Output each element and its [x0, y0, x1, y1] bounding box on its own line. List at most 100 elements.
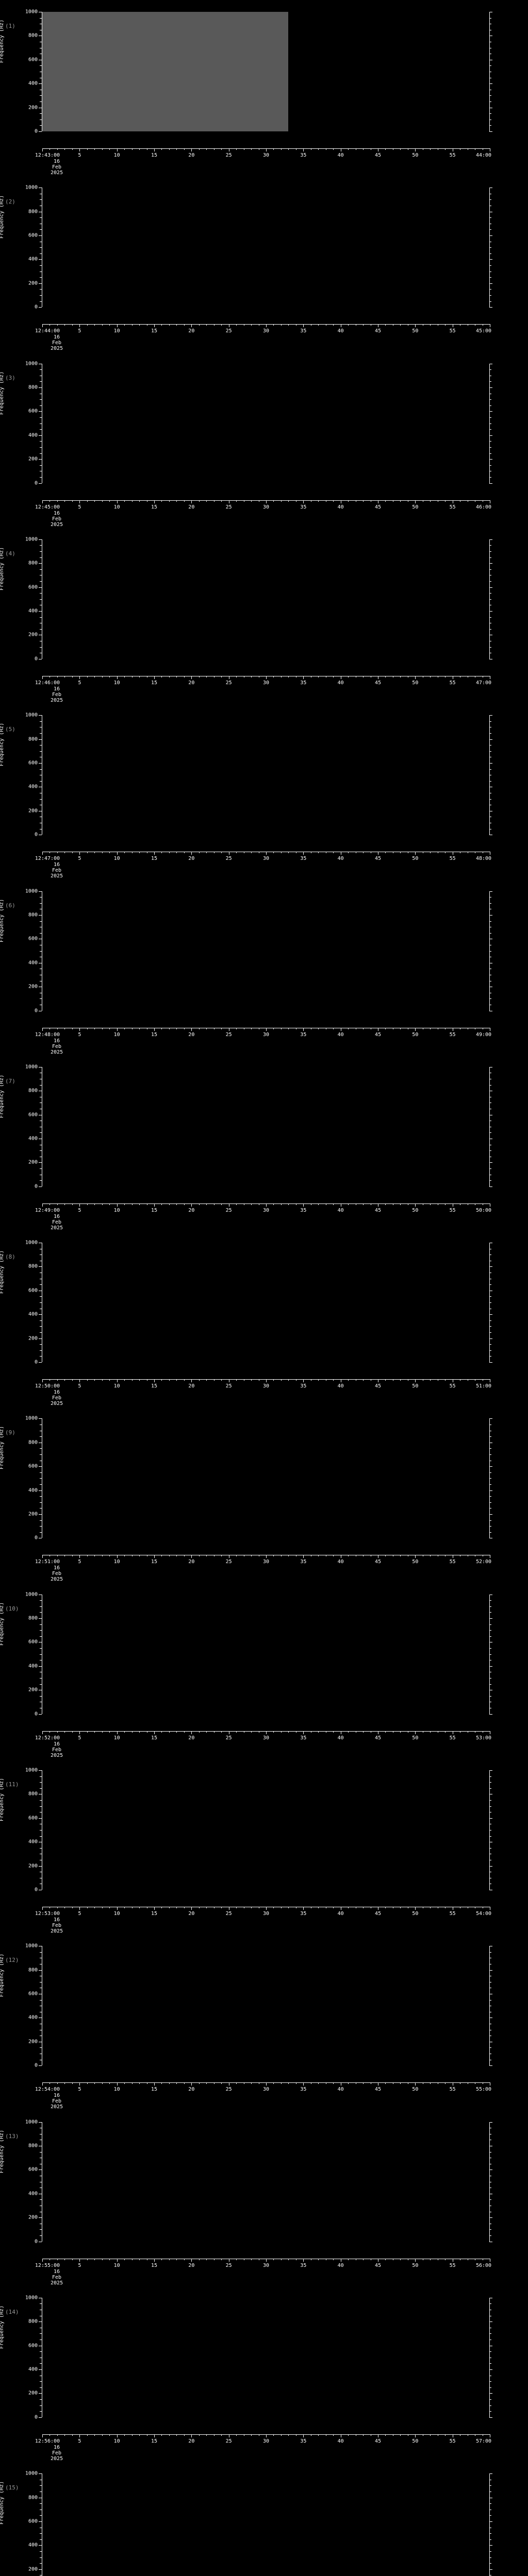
x-axis-minor-tick	[318, 1203, 319, 1205]
x-axis-minor-tick	[445, 1027, 446, 1029]
x-axis-tick-label: 30	[262, 680, 270, 686]
x-axis-tick	[266, 1907, 267, 1910]
y-axis-minor-tick	[40, 2047, 42, 2048]
x-axis-minor-tick	[87, 2258, 88, 2260]
x-axis-tick-label: 35	[300, 152, 307, 158]
y-axis-minor-tick	[40, 933, 42, 934]
y-axis-minor-tick	[40, 101, 42, 102]
y-axis-tick	[39, 435, 42, 436]
y-axis-tick	[39, 411, 42, 412]
x-axis-minor-tick	[333, 500, 334, 502]
x-axis-minor-tick	[87, 1379, 88, 1381]
y-axis-right-spine	[489, 1594, 492, 1715]
x-axis-minor-tick	[251, 852, 252, 854]
y-axis-tick-right	[489, 2217, 492, 2218]
x-axis-tick	[42, 1731, 43, 1734]
x-axis-date-label: 16 Feb 2025	[51, 159, 63, 176]
y-axis-minor-tick-right	[489, 1836, 491, 1837]
y-axis-tick	[39, 2545, 42, 2546]
y-axis-tick-right	[489, 2321, 492, 2323]
y-axis-minor-tick-right	[489, 217, 491, 218]
y-axis-tick-label: 1000	[25, 361, 38, 367]
y-axis-minor-tick	[40, 429, 42, 430]
x-axis-tick-label: 15	[151, 2438, 158, 2444]
y-axis-minor-tick	[40, 2333, 42, 2334]
y-axis-tick	[39, 235, 42, 236]
x-axis-tick	[117, 2082, 118, 2086]
x-axis-minor-tick	[199, 2082, 200, 2084]
spectrogram-panel: (11) Frequency (Hz) 0 200 400 600 800 1000 5 10 15…	[0, 1758, 528, 1934]
y-axis-tick-label: 400	[28, 1136, 38, 1142]
x-axis-tick-label: 45	[374, 1911, 382, 1917]
x-axis-tick	[42, 1379, 43, 1383]
y-axis-tick	[39, 2417, 42, 2418]
x-axis-minor-tick	[280, 324, 282, 326]
x-axis-date-label: 16 Feb 2025	[51, 1741, 63, 1758]
x-axis-minor-tick	[102, 2434, 103, 2436]
y-axis-minor-tick	[40, 1344, 42, 1345]
x-axis-minor-tick	[445, 675, 446, 677]
x-axis-tick-label: 5	[78, 1735, 81, 1741]
x-axis-minor-tick	[57, 852, 58, 854]
x-axis-minor-tick	[72, 1907, 73, 1908]
panel-number-label: (4)	[5, 550, 15, 557]
x-axis-start-label: 12:51:00	[35, 1559, 60, 1565]
x-axis-tick-label: 35	[300, 504, 307, 510]
x-axis-minor-tick	[363, 2082, 364, 2084]
x-axis-minor-tick	[348, 2082, 349, 2084]
panel-number-label: (10)	[5, 1605, 19, 1612]
y-axis-tick-label: 400	[28, 1663, 38, 1669]
y-axis-tick	[39, 131, 42, 132]
x-axis-minor-tick	[385, 324, 386, 326]
y-axis-right-spine	[489, 715, 492, 836]
x-axis-date-label: 16 Feb 2025	[51, 1389, 63, 1406]
x-axis-tick	[79, 1203, 80, 1207]
y-axis-tick-right	[489, 2521, 492, 2522]
x-axis-tick-label: 50	[412, 1559, 419, 1565]
y-axis-tick-label: 800	[28, 1791, 38, 1797]
y-axis-minor-tick-right	[489, 2199, 491, 2200]
x-axis-minor-tick	[94, 324, 95, 326]
y-axis-tick-label: 1000	[25, 9, 38, 15]
plot-area	[42, 2297, 490, 2417]
x-axis-minor-tick	[273, 500, 274, 502]
x-axis-minor-tick	[57, 1027, 58, 1029]
y-axis-label: Frequency (Hz)	[0, 1588, 5, 1660]
x-axis-tick	[191, 1027, 192, 1031]
x-axis-minor-tick	[333, 1731, 334, 1733]
y-axis-tick	[39, 2473, 42, 2475]
y-axis-minor-tick	[40, 721, 42, 722]
x-axis-tick	[117, 1379, 118, 1383]
x-axis-minor-tick	[124, 148, 125, 150]
y-axis-tick	[39, 1490, 42, 1491]
y-axis-minor-tick	[40, 551, 42, 552]
x-axis-minor-tick	[430, 1907, 431, 1908]
y-axis-minor-tick-right	[489, 557, 491, 558]
x-axis-minor-tick	[385, 2434, 386, 2436]
x-axis-minor-tick	[94, 1379, 95, 1381]
y-axis-minor-tick-right	[489, 1168, 491, 1169]
x-axis-minor-tick	[363, 1379, 364, 1381]
y-axis-minor-tick	[40, 1678, 42, 1679]
x-axis-minor-tick	[184, 1907, 185, 1908]
x-axis-minor-tick	[109, 1203, 110, 1205]
x-axis-minor-tick	[348, 1907, 349, 1908]
y-axis-minor-tick-right	[489, 1356, 491, 1357]
y-axis-minor-tick	[40, 453, 42, 454]
x-axis-minor-tick	[348, 2434, 349, 2436]
x-axis-minor-tick	[72, 675, 73, 677]
x-axis-tick-label: 25	[225, 152, 232, 158]
y-axis-minor-tick-right	[489, 1600, 491, 1601]
y-axis-tick-label: 400	[28, 1487, 38, 1494]
y-axis-tick	[39, 483, 42, 484]
x-axis-tick-label: 25	[225, 1735, 232, 1741]
x-axis-tick-label: 30	[262, 152, 270, 158]
x-axis-minor-tick	[139, 2434, 140, 2436]
y-axis-minor-tick-right	[489, 551, 491, 552]
y-axis-tick-right	[489, 83, 492, 84]
x-axis-minor-tick	[333, 1379, 334, 1381]
spectrogram-panel: (7) Frequency (Hz) 0 200 400 600 800 1000 5 10 15 2…	[0, 1055, 528, 1231]
x-axis-minor-tick	[64, 852, 65, 854]
plot-area	[42, 363, 490, 483]
x-axis-tick-label: 5	[78, 1207, 81, 1213]
